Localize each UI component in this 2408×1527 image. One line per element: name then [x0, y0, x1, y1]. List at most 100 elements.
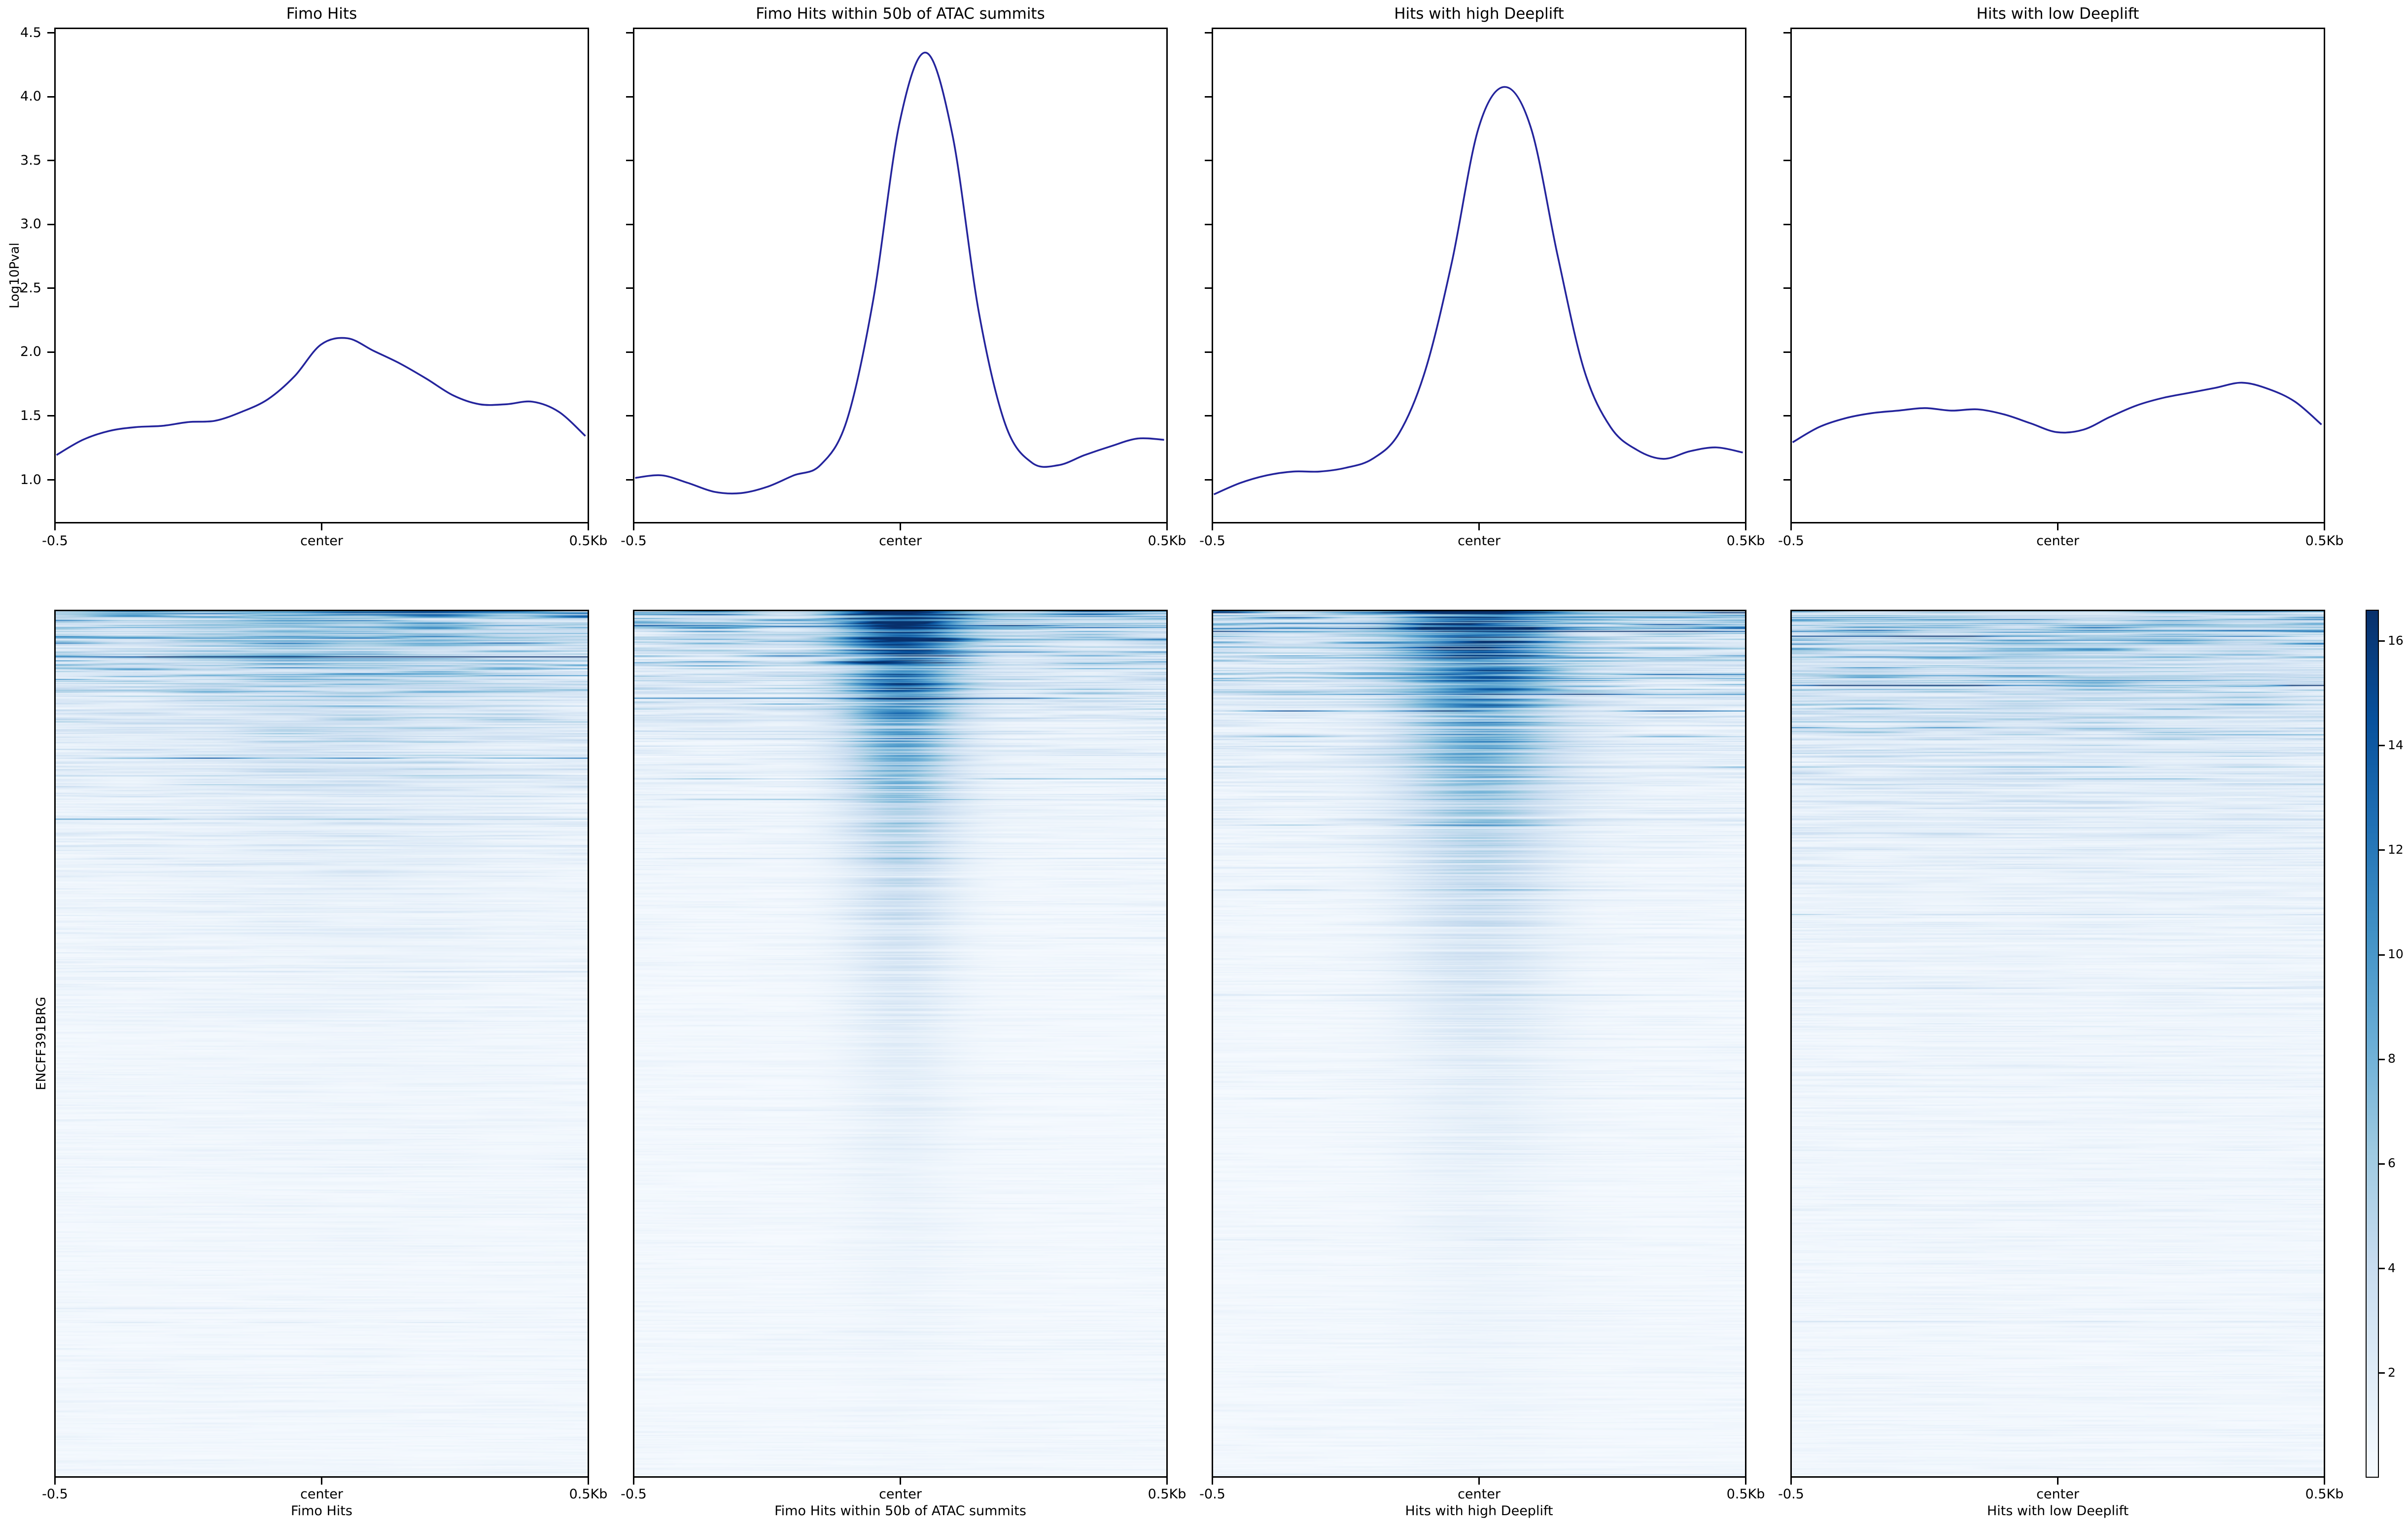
profile-line-1	[56, 337, 586, 456]
colorbar-tick-label: 4	[2388, 1260, 2396, 1275]
heatmap-xtick	[2057, 1478, 2059, 1485]
profile-xtick-label: -0.5	[621, 533, 647, 549]
profile-curve-4	[1792, 382, 2322, 443]
profile-xtick-label: center	[1458, 533, 1501, 549]
colorbar-tick-label: 6	[2388, 1156, 2396, 1171]
profile-ytick	[1205, 479, 1212, 481]
colorbar-tick-label: 12	[2388, 842, 2404, 857]
panel-title-3: Hits with high Deeplift	[1394, 5, 1564, 23]
profile-ytick	[1783, 415, 1790, 417]
colorbar-tick-label: 2	[2388, 1365, 2396, 1380]
colorbar-tick-label: 10	[2388, 947, 2404, 962]
profile-ytick	[626, 415, 633, 417]
profile-ytick	[1205, 32, 1212, 34]
profile-plot-1	[54, 28, 589, 523]
heatmap-plot-3	[1212, 610, 1746, 1478]
colorbar-tick	[2379, 1058, 2385, 1060]
heatmap-image-4	[1792, 611, 2324, 1476]
profile-plot-3	[1212, 28, 1746, 523]
profile-xtick	[1166, 523, 1168, 530]
profile-ytick	[626, 223, 633, 225]
profile-ytick	[1783, 351, 1790, 353]
heatmap-x-axis-label-2: Fimo Hits within 50b of ATAC summits	[774, 1503, 1026, 1519]
profile-ytick	[1205, 160, 1212, 162]
profile-xtick	[633, 523, 634, 530]
heatmap-xtick-label: center	[879, 1487, 922, 1502]
colorbar-tick	[2379, 640, 2385, 642]
colorbar-tick-label: 8	[2388, 1051, 2396, 1066]
profile-xtick	[54, 523, 56, 530]
panel-title-2: Fimo Hits within 50b of ATAC summits	[756, 5, 1045, 23]
profile-curve-3	[1213, 86, 1743, 495]
profile-ytick	[47, 96, 54, 98]
profile-xtick-label: -0.5	[1199, 533, 1225, 549]
heatmap-xtick	[321, 1478, 322, 1485]
profile-ytick	[1205, 351, 1212, 353]
profile-line-3	[1213, 86, 1743, 495]
heatmap-xtick-label: -0.5	[621, 1487, 647, 1502]
heatmap-image-1	[56, 611, 588, 1476]
heatmap-plot-4	[1790, 610, 2325, 1478]
profile-ytick	[47, 32, 54, 34]
heatmap-plot-1	[54, 610, 589, 1478]
profile-ytick-label: 2.0	[20, 344, 41, 360]
profile-xtick	[1745, 523, 1746, 530]
profile-ytick	[626, 32, 633, 34]
panel-title-4: Hits with low Deeplift	[1976, 5, 2139, 23]
profile-line-2	[635, 52, 1164, 495]
profile-ytick	[1783, 223, 1790, 225]
heatmap-xtick	[900, 1478, 901, 1485]
heatmap-xtick-label: 0.5Kb	[2305, 1487, 2344, 1502]
profile-xtick-label: 0.5Kb	[1148, 533, 1187, 549]
profile-xtick	[1478, 523, 1480, 530]
profile-ytick	[1783, 160, 1790, 162]
profile-xtick-label: 0.5Kb	[2305, 533, 2344, 549]
heatmap-xtick	[1745, 1478, 1746, 1485]
heatmap-xtick-label: center	[300, 1487, 343, 1502]
heatmap-xtick-label: center	[1458, 1487, 1501, 1502]
profile-ytick	[626, 96, 633, 98]
profile-xtick-label: center	[2036, 533, 2079, 549]
colorbar-tick	[2379, 1163, 2385, 1165]
heatmap-xtick-label: -0.5	[1778, 1487, 1804, 1502]
profile-xtick	[2057, 523, 2059, 530]
heatmap-xtick	[1790, 1478, 1792, 1485]
heatmap-xtick	[1478, 1478, 1480, 1485]
heatmap-xtick	[1166, 1478, 1168, 1485]
heatmap-image-2	[634, 611, 1166, 1476]
colorbar-tick	[2379, 954, 2385, 956]
profile-ytick	[47, 160, 54, 162]
profile-xtick-label: center	[300, 533, 343, 549]
heatmap-xtick	[54, 1478, 56, 1485]
profile-xtick-label: -0.5	[1778, 533, 1804, 549]
heatmap-xtick-label: 0.5Kb	[569, 1487, 608, 1502]
profile-xtick	[1790, 523, 1792, 530]
profile-plot-2	[633, 28, 1168, 523]
colorbar-tick-label: 16	[2388, 633, 2404, 648]
colorbar-tick-label: 14	[2388, 737, 2404, 752]
heatmap-xtick	[2324, 1478, 2325, 1485]
profile-ytick	[626, 479, 633, 481]
profile-xtick-label: -0.5	[42, 533, 68, 549]
heatmap-xtick-label: center	[2036, 1487, 2079, 1502]
heatmap-xtick-label: 0.5Kb	[1726, 1487, 1765, 1502]
profile-ytick	[1205, 415, 1212, 417]
profile-ytick	[47, 415, 54, 417]
heatmap-plot-2	[633, 610, 1168, 1478]
profile-ytick	[626, 351, 633, 353]
profile-xtick-label: 0.5Kb	[1726, 533, 1765, 549]
colorbar-tick	[2379, 1372, 2385, 1374]
profile-ytick-label: 1.5	[20, 408, 41, 423]
profile-ytick-label: 3.5	[20, 152, 41, 168]
profile-ytick	[1205, 287, 1212, 289]
profile-ytick-label: 3.0	[20, 216, 41, 232]
profile-xtick-label: 0.5Kb	[569, 533, 608, 549]
profile-ytick	[47, 479, 54, 481]
profile-plot-4	[1790, 28, 2325, 523]
profile-ytick	[47, 223, 54, 225]
heatmap-xtick-label: 0.5Kb	[1148, 1487, 1187, 1502]
profile-xtick	[2324, 523, 2325, 530]
heatmap-x-axis-label-4: Hits with low Deeplift	[1987, 1503, 2129, 1519]
heatmap-image-3	[1213, 611, 1745, 1476]
